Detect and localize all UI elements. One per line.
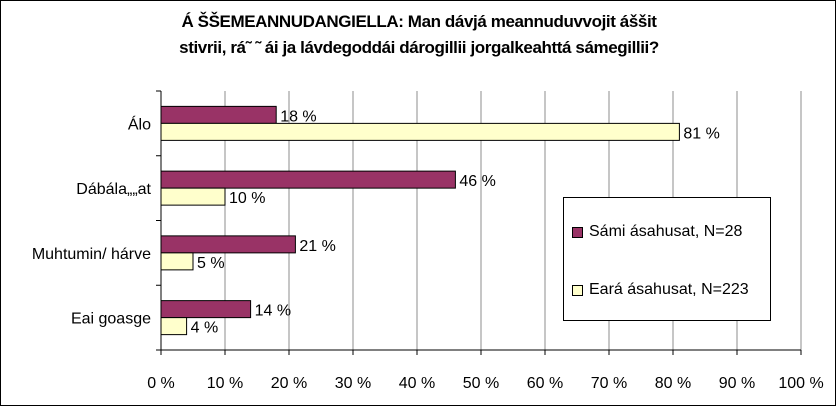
chart-title-line-2: stivrii, rá˜ ˜ ái ja lávdegoddái dárogil… [179, 38, 659, 57]
chart-title-line-1: Á ŠŠEMEANNUDANGIELLA: Man dávjá meannudu… [181, 12, 657, 31]
x-tick-label: 90 % [719, 375, 755, 392]
bars [160, 105, 680, 336]
category-label: Dábála„„at [76, 181, 151, 198]
x-tick-label: 40 % [399, 375, 435, 392]
x-tick-label: 0 % [147, 375, 175, 392]
legend-swatch-series-2 [572, 284, 583, 296]
axes: 0 % 10 % 20 % 30 % 40 % 50 % 60 % 70 % 80 % 90 % 1… [32, 90, 824, 392]
category-label: Muhtumin/ hárve [32, 246, 151, 263]
bar [160, 122, 680, 141]
category-label: Álo [128, 114, 151, 133]
x-tick-label: 50 % [463, 375, 499, 392]
bar-value-label: 81 % [683, 125, 719, 142]
legend-label-series-2: Eará ásahusat, N=223 [589, 281, 749, 298]
bar-value-label: 4 % [191, 320, 219, 337]
bar [160, 105, 277, 124]
chart-title: Á ŠŠEMEANNUDANGIELLA: Man dávjá meannudu… [41, 9, 797, 61]
legend: Sámi ásahusat, N=28 Eará ásahusat, N=223 [563, 197, 771, 321]
category-label: Eai goasge [71, 311, 151, 328]
legend-label-series-1: Sámi ásahusat, N=28 [589, 223, 743, 240]
x-tick-label: 10 % [207, 375, 243, 392]
bar [160, 170, 456, 189]
bar [160, 252, 194, 271]
legend-item-series-1: Sámi ásahusat, N=28 [572, 222, 742, 242]
bar-value-label: 46 % [459, 173, 495, 190]
x-tick-label: 100 % [778, 375, 823, 392]
data-labels: 18 % 81 % 46 % 10 % 21 % 5 % 14 % 4 % [191, 108, 720, 336]
bar [160, 317, 188, 336]
legend-swatch-series-1 [572, 226, 583, 238]
x-tick-label: 20 % [271, 375, 307, 392]
bar [160, 300, 252, 319]
legend-item-series-2: Eará ásahusat, N=223 [572, 280, 749, 300]
bar-value-label: 5 % [197, 255, 225, 272]
x-tick-label: 70 % [591, 375, 627, 392]
bar-value-label: 21 % [299, 238, 335, 255]
x-tick-label: 30 % [335, 375, 371, 392]
x-tick-label: 80 % [655, 375, 691, 392]
bar [160, 187, 226, 206]
x-tick-label: 60 % [527, 375, 563, 392]
bar-value-label: 10 % [229, 190, 265, 207]
bar [160, 235, 296, 254]
bar-value-label: 18 % [280, 108, 316, 125]
bar-value-label: 14 % [255, 303, 291, 320]
